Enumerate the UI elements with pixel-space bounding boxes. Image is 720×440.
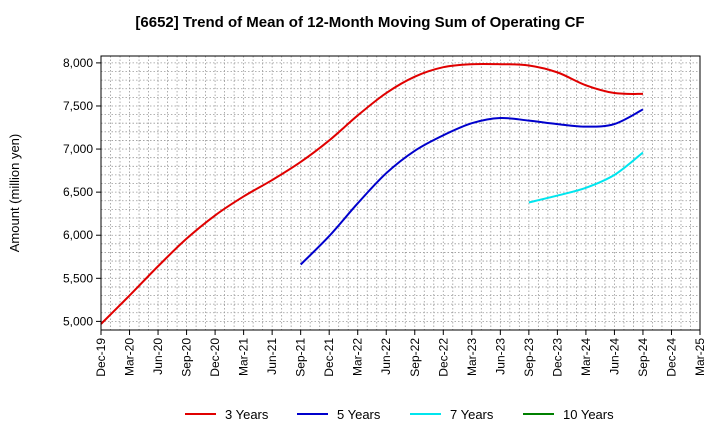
legend-label-7-years: 7 Years [450,407,494,422]
x-tick-label: Sep-22 [408,338,422,377]
legend-label-10-years: 10 Years [563,407,614,422]
x-tick-label: Dec-20 [208,338,222,377]
x-tick-label: Mar-25 [693,338,707,376]
y-tick-label: 5,000 [63,314,93,328]
legend: 3 Years 5 Years 7 Years 10 Years [185,407,614,422]
x-tick-label: Mar-20 [123,338,137,376]
x-tick-label: Sep-21 [294,338,308,377]
chart-title: [6652] Trend of Mean of 12-Month Moving … [135,14,584,31]
x-tick-label: Jun-24 [607,338,621,375]
x-tick-label: Jun-22 [379,338,393,375]
x-tick-label: Sep-24 [636,338,650,377]
y-axis: 5,000 5,500 6,000 6,500 7,000 7,500 8,000 [63,56,101,328]
x-tick-label: Jun-20 [151,338,165,375]
legend-label-3-years: 3 Years [225,407,269,422]
x-tick-label: Jun-21 [265,338,279,375]
grid [100,56,701,331]
series-line-7-years [528,151,644,204]
y-tick-label: 7,500 [63,99,93,113]
x-tick-label: Mar-21 [237,338,251,376]
x-tick-label: Sep-20 [180,338,194,377]
x-tick-label: Dec-23 [550,338,564,377]
y-tick-label: 5,500 [63,271,93,285]
series-line-5-years [299,108,644,266]
y-tick-label: 8,000 [63,56,93,70]
x-tick-label: Dec-22 [436,338,450,377]
y-tick-label: 7,000 [63,142,93,156]
x-tick-label: Mar-24 [579,338,593,376]
x-tick-label: Dec-21 [322,338,336,377]
legend-label-5-years: 5 Years [337,407,381,422]
x-axis: Dec-19 Mar-20 Jun-20 Sep-20 Dec-20 Mar-21 Jun-… [94,330,707,377]
series-layer [100,62,644,325]
x-tick-label: Dec-24 [664,338,678,377]
x-tick-label: Dec-19 [94,338,108,377]
y-tick-label: 6,500 [63,185,93,199]
plot-area [100,55,701,331]
y-axis-label: Amount (million yen) [7,134,22,253]
series-line-3-years [100,62,643,325]
x-tick-label: Mar-23 [465,338,479,376]
x-tick-label: Jun-23 [493,338,507,375]
y-tick-label: 6,000 [63,228,93,242]
x-tick-label: Sep-23 [522,338,536,377]
x-tick-label: Mar-22 [351,338,365,376]
